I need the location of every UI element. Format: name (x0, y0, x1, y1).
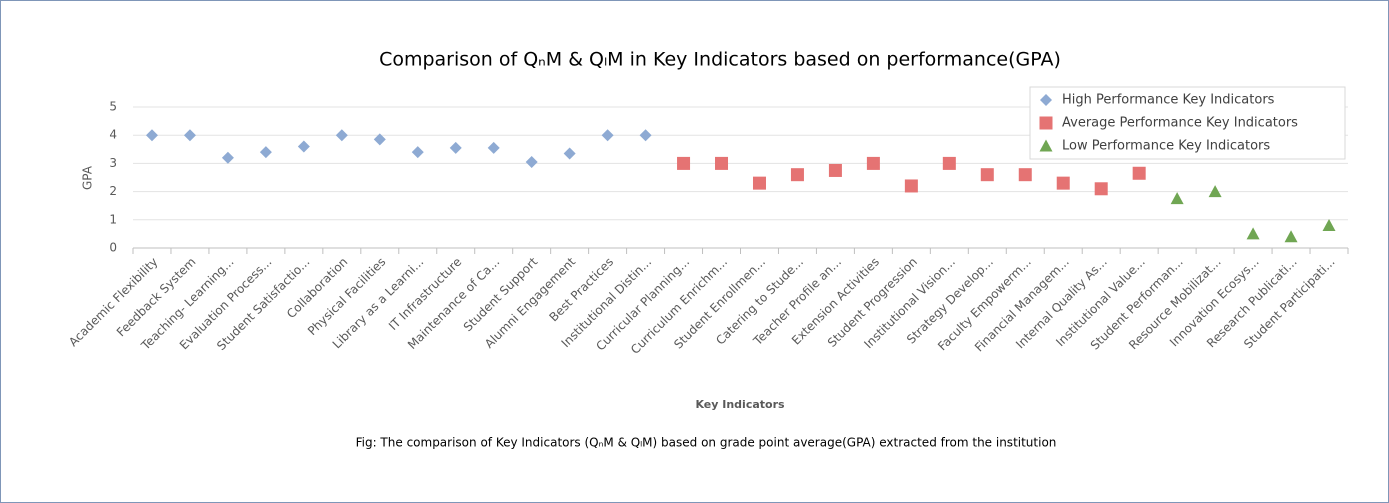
point (601, 129, 614, 142)
point (487, 141, 500, 154)
point (563, 147, 576, 160)
point (1170, 192, 1184, 205)
x-axis-label: Key Indicators (695, 398, 785, 411)
y-axis-label: GPA (81, 165, 95, 190)
point (904, 179, 918, 193)
point (411, 146, 424, 159)
point (297, 140, 310, 153)
point (1246, 227, 1260, 240)
point (1208, 185, 1222, 198)
legend-label: Low Performance Key Indicators (1062, 139, 1270, 154)
point (1322, 218, 1336, 231)
point (1132, 166, 1146, 180)
point (866, 156, 880, 170)
point (715, 156, 729, 170)
point (1018, 168, 1032, 182)
legend-box (1029, 86, 1346, 160)
point (145, 129, 158, 142)
point (1284, 230, 1298, 243)
point (828, 163, 842, 177)
y-tick-label: 3 (109, 156, 117, 170)
point (1056, 176, 1070, 190)
point (373, 133, 386, 146)
point (525, 155, 538, 168)
y-tick-label: 5 (109, 100, 117, 114)
point (1094, 182, 1108, 196)
legend-label: Average Performance Key Indicators (1062, 116, 1298, 131)
legend-swatch (1039, 116, 1053, 130)
point (335, 129, 348, 142)
chart-title: Comparison of QₙM & QₗM in Key Indicator… (379, 49, 1061, 71)
point (942, 156, 956, 170)
point (221, 151, 234, 164)
legend: High Performance Key Indicators Average P… (1029, 86, 1346, 160)
legend-swatch (1040, 94, 1052, 106)
point (980, 168, 994, 182)
point (752, 176, 766, 190)
y-tick-label: 4 (109, 128, 117, 142)
y-tick-label: 1 (109, 212, 117, 226)
point (639, 129, 652, 142)
y-tick-label: 0 (109, 241, 117, 255)
caption: Fig: The comparison of Key Indicators (Q… (356, 436, 1057, 450)
point (259, 146, 272, 159)
legend-swatch (1039, 139, 1053, 152)
y-tick-label: 2 (109, 184, 117, 198)
legend-label: High Performance Key Indicators (1062, 93, 1275, 108)
point (677, 156, 691, 170)
point (790, 168, 804, 182)
point (449, 141, 462, 154)
point (183, 129, 196, 142)
